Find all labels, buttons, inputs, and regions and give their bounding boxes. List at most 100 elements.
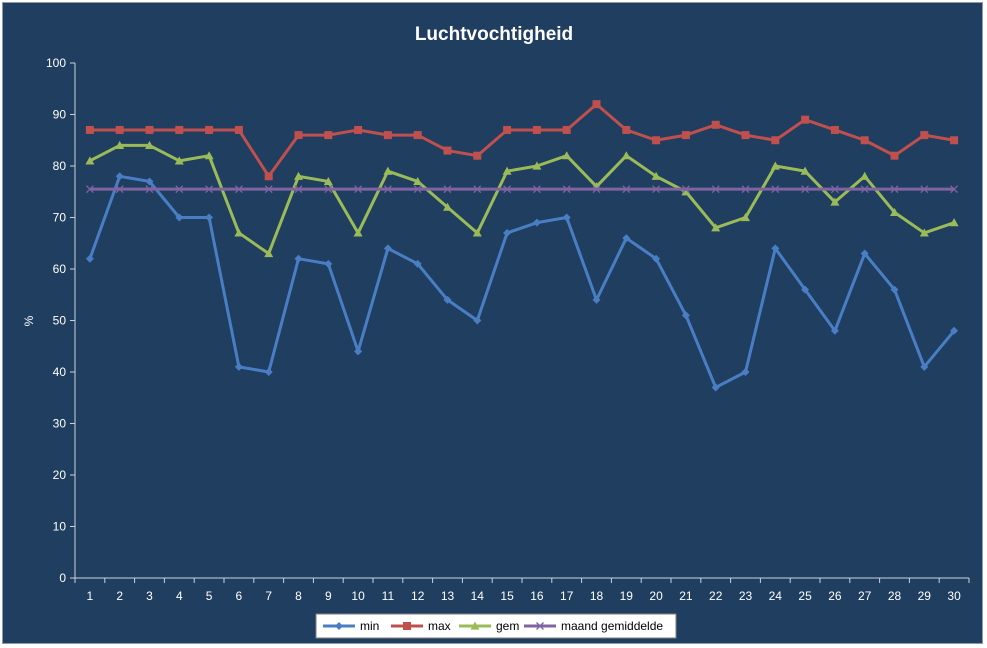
data-point-max [950,136,959,145]
data-point-maand-gemiddelde [950,185,959,194]
x-tick-label: 14 [471,589,485,603]
y-tick-label: 0 [59,571,66,585]
data-point-gem [532,161,542,170]
data-point-maand-gemiddelde [205,185,214,194]
data-point-min [324,259,333,268]
data-point-maand-gemiddelde [354,185,363,194]
x-tick-label: 30 [947,589,961,603]
x-tick-label: 18 [590,589,604,603]
data-point-max [830,125,839,134]
marker-stroke [771,185,780,194]
x-tick-label: 4 [176,589,183,603]
marker-stroke [85,185,94,194]
data-point-min [443,295,452,304]
y-tick-label: 90 [53,108,67,122]
data-point-min [860,249,869,258]
x-tick-label: 7 [265,589,272,603]
data-point-max [532,125,541,134]
data-point-maand-gemiddelde [741,185,750,194]
data-point-min [592,295,601,304]
data-point-gem [651,171,661,180]
data-point-max [205,125,214,134]
marker-stroke [681,185,690,194]
x-tick-label: 23 [739,589,753,603]
data-point-gem [294,171,303,180]
legend-entry-maand-gemiddelde: maand gemiddelde [524,619,663,633]
data-point-min [771,244,780,253]
x-tick-label: 27 [858,589,872,603]
marker-stroke [354,185,363,194]
data-point-max [115,125,124,134]
x-tick-label: 12 [411,589,425,603]
data-point-maand-gemiddelde [175,185,184,194]
x-tick-label: 6 [236,589,243,603]
data-point-min [234,362,243,371]
data-point-min [830,326,839,335]
data-point-min [413,259,422,268]
data-point-maand-gemiddelde [711,185,720,194]
series-min [85,172,959,392]
data-point-min [741,368,750,376]
data-point-min [354,347,363,356]
data-point-maand-gemiddelde [294,185,303,194]
data-point-maand-gemiddelde [860,185,869,194]
legend-entry-gem: gem [459,619,519,633]
data-point-gem [800,166,810,175]
x-tick-label: 1 [87,589,94,603]
data-point-max [622,125,631,134]
x-tick-label: 9 [325,589,332,603]
data-point-maand-gemiddelde [383,185,392,194]
data-point-min [801,285,810,294]
y-tick-label: 30 [53,417,67,431]
marker-stroke [536,622,544,630]
data-point-min [145,177,154,186]
data-point-max [264,172,273,181]
data-point-maand-gemiddelde [890,185,899,194]
marker-stroke [950,185,959,194]
data-point-max [801,115,810,124]
data-point-maand-gemiddelde [652,185,661,194]
data-point-max [234,125,243,134]
legend-label: min [360,619,379,633]
data-point-max [354,125,363,134]
data-point-max [681,131,690,140]
marker-stroke [145,185,154,194]
data-point-maand-gemiddelde [145,185,154,194]
marker-stroke [205,185,214,194]
data-point-gem [383,166,393,175]
data-point-min [532,218,541,227]
data-point-max [503,125,512,134]
data-point-maand-gemiddelde [264,185,273,194]
data-point-max [652,136,661,145]
data-point-maand-gemiddelde [473,185,482,194]
data-point-gem [830,197,840,206]
x-tick-label: 22 [709,589,723,603]
y-tick-label: 80 [53,159,67,173]
data-point-gem [264,249,274,258]
data-point-maand-gemiddelde [532,185,541,194]
marker-stroke [413,185,422,194]
data-point-max [890,151,899,160]
data-point-min [652,254,661,263]
data-point-gem [860,171,870,180]
y-tick-label: 70 [53,211,67,225]
data-point-maand-gemiddelde [115,185,124,194]
data-point-max [443,146,452,155]
x-tick-label: 15 [500,589,514,603]
legend-swatch-marker [403,622,411,630]
data-point-min [950,326,959,335]
data-point-max [413,131,422,140]
data-point-gem [115,140,125,149]
y-tick-label: 50 [53,314,67,328]
marker-stroke [741,185,750,194]
data-point-max [860,136,869,145]
data-point-gem [562,151,572,160]
data-point-max [711,120,720,129]
marker-stroke [711,185,720,194]
data-point-min [205,213,214,222]
data-point-min [681,311,690,320]
data-point-gem [919,228,929,237]
data-point-min [473,316,482,325]
